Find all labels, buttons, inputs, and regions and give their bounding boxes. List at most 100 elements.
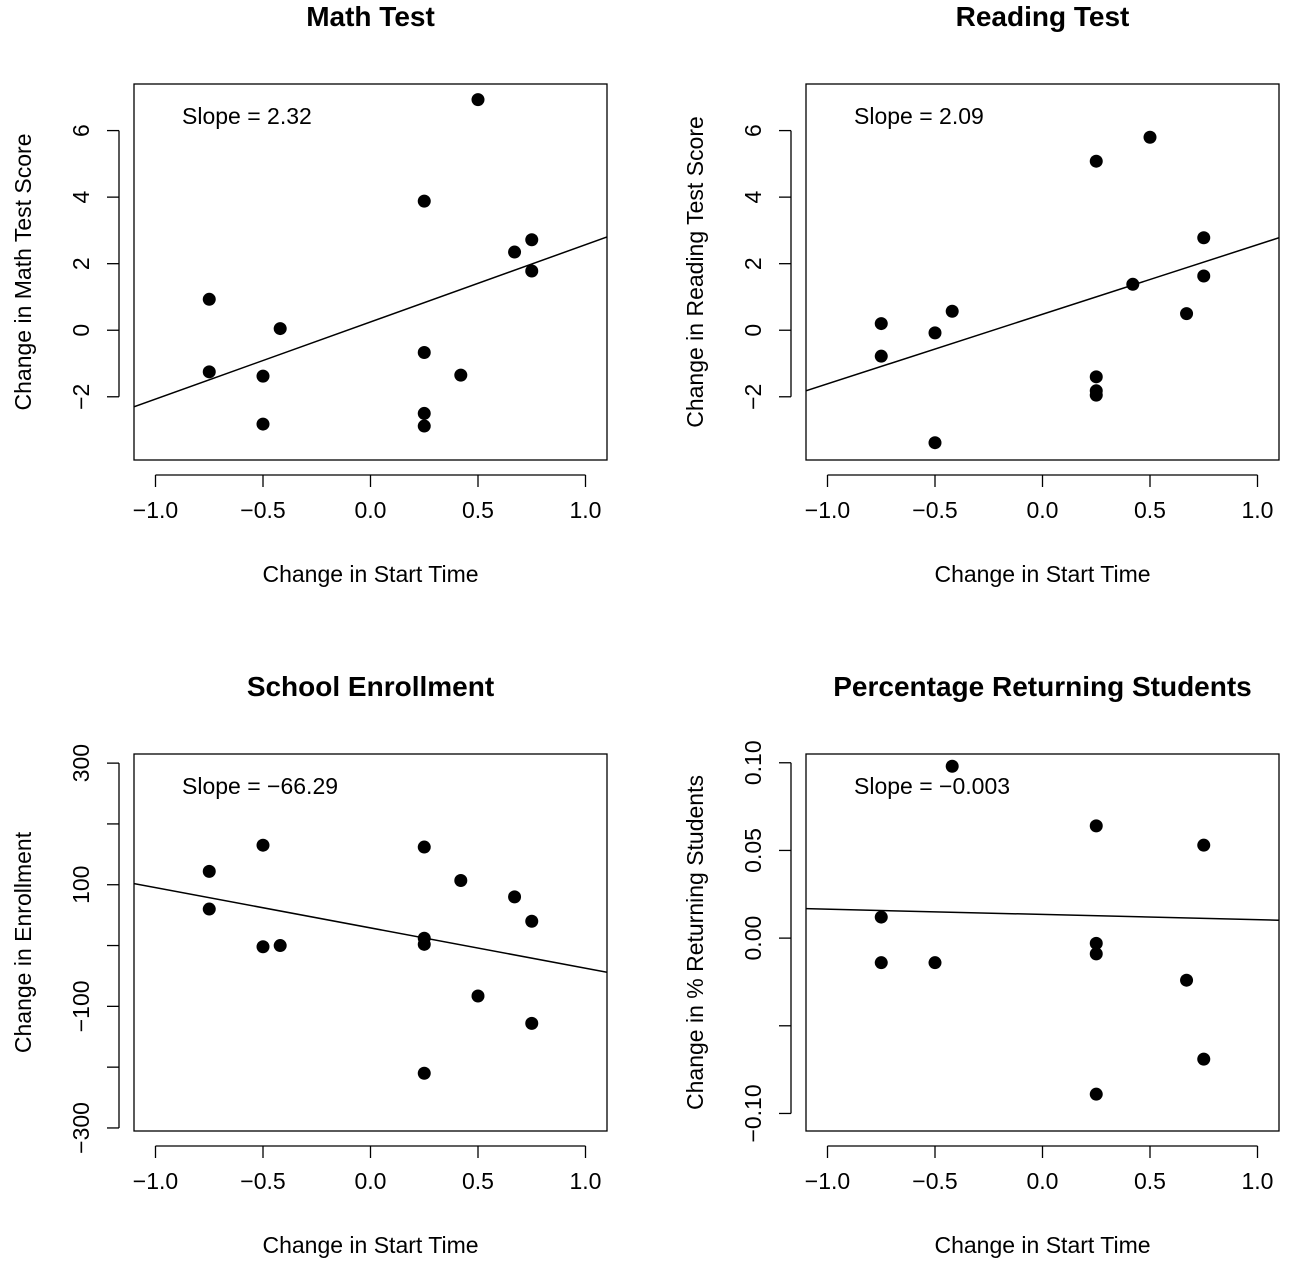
y-tick-label: −2	[740, 384, 766, 410]
data-point	[417, 419, 431, 433]
data-point	[525, 264, 539, 278]
x-tick-label: −0.5	[912, 1168, 957, 1194]
y-axis: −300 −100 100 300	[68, 744, 120, 1154]
data-point	[471, 989, 485, 1003]
panel-school-enrollment: School Enrollment Change in Start Time C…	[10, 671, 608, 1258]
x-axis-label: Change in Start Time	[934, 561, 1150, 587]
y-tick-label: 0.05	[740, 828, 766, 873]
data-point	[417, 840, 431, 854]
data-point	[1089, 1087, 1103, 1101]
x-tick-label: 0.5	[1134, 1168, 1166, 1194]
data-point	[417, 937, 431, 951]
data-point	[928, 956, 942, 970]
x-tick-label: 1.0	[1242, 1168, 1274, 1194]
data-point	[525, 914, 539, 928]
y-tick-label: 4	[68, 191, 94, 204]
data-point	[945, 304, 959, 318]
panel-percentage-returning: Percentage Returning Students Change in …	[682, 671, 1280, 1258]
x-tick-label: 0.5	[462, 497, 494, 523]
data-point	[1197, 838, 1211, 852]
y-tick-label: 0	[740, 324, 766, 337]
data-point	[256, 940, 270, 954]
x-tick-label: 1.0	[1242, 497, 1274, 523]
y-tick-label: 6	[68, 124, 94, 137]
x-tick-label: −0.5	[240, 1168, 285, 1194]
panel-reading-test: Reading Test Change in Start Time Change…	[682, 1, 1280, 587]
y-tick-label: 0.10	[740, 740, 766, 785]
data-points	[874, 130, 1211, 450]
data-point	[1197, 269, 1211, 283]
y-tick-label: 100	[68, 866, 94, 904]
x-axis: −1.0 −0.5 0.0 0.5 1.0	[805, 1145, 1274, 1194]
y-axis: −2 0 2 4 6	[740, 124, 792, 410]
data-point	[1197, 231, 1211, 245]
regression-line	[134, 236, 607, 408]
regression-line	[806, 237, 1279, 392]
data-point	[256, 369, 270, 383]
x-axis: −1.0 −0.5 0.0 0.5 1.0	[133, 474, 601, 523]
data-point	[874, 956, 888, 970]
plot-frame	[133, 753, 608, 1132]
y-axis: −2 0 2 4 6	[68, 124, 120, 410]
data-point	[1126, 277, 1140, 291]
y-axis-label: Change in Enrollment	[10, 831, 36, 1053]
data-point	[471, 93, 485, 107]
data-point	[417, 406, 431, 420]
data-point	[508, 245, 522, 259]
data-point	[874, 910, 888, 924]
x-tick-label: −1.0	[133, 497, 178, 523]
x-tick-label: 0.5	[1134, 497, 1166, 523]
y-axis-label: Change in Math Test Score	[10, 133, 36, 410]
slope-annotation: Slope = 2.32	[182, 103, 312, 129]
x-axis-label: Change in Start Time	[934, 1232, 1150, 1258]
x-tick-label: −0.5	[240, 497, 285, 523]
regression-line	[134, 882, 607, 973]
data-point	[202, 292, 216, 306]
data-point	[417, 346, 431, 360]
data-point	[273, 322, 287, 336]
data-point	[1089, 154, 1103, 168]
data-points	[874, 759, 1211, 1101]
data-point	[525, 233, 539, 247]
slope-annotation: Slope = −66.29	[182, 773, 338, 799]
plot-frame	[805, 753, 1280, 1132]
y-tick-label: −300	[68, 1102, 94, 1154]
x-tick-label: 0.0	[1027, 1168, 1059, 1194]
data-point	[928, 436, 942, 450]
data-point	[1180, 973, 1194, 987]
x-tick-label: 0.0	[355, 1168, 387, 1194]
data-point	[525, 1016, 539, 1030]
data-point	[1197, 1052, 1211, 1066]
data-point	[454, 873, 468, 887]
x-axis: −1.0 −0.5 0.0 0.5 1.0	[805, 474, 1274, 523]
chart-title: Math Test	[306, 1, 435, 32]
y-tick-label: −0.10	[740, 1084, 766, 1142]
y-tick-label: 0	[68, 324, 94, 337]
data-point	[1180, 307, 1194, 321]
chart-title: School Enrollment	[247, 671, 494, 702]
y-tick-label: 2	[68, 257, 94, 270]
data-point	[1089, 947, 1103, 961]
data-point	[874, 349, 888, 363]
data-point	[1089, 819, 1103, 833]
data-point	[454, 368, 468, 382]
data-point	[202, 902, 216, 916]
data-point	[256, 417, 270, 431]
chart-title: Percentage Returning Students	[833, 671, 1252, 702]
x-tick-label: 0.0	[1027, 497, 1059, 523]
x-tick-label: −1.0	[805, 497, 850, 523]
data-point	[874, 317, 888, 331]
y-tick-label: −2	[68, 384, 94, 410]
data-point	[1143, 130, 1157, 144]
data-point	[1089, 370, 1103, 384]
plot-frame	[133, 83, 608, 461]
slope-annotation: Slope = −0.003	[854, 773, 1010, 799]
x-tick-label: 0.5	[462, 1168, 494, 1194]
data-point	[928, 326, 942, 340]
y-tick-label: −100	[68, 980, 94, 1032]
data-point	[273, 939, 287, 953]
data-point	[508, 890, 522, 904]
panel-math-test: Math Test Change in Start Time Change in…	[10, 1, 608, 587]
x-tick-label: 1.0	[570, 1168, 602, 1194]
